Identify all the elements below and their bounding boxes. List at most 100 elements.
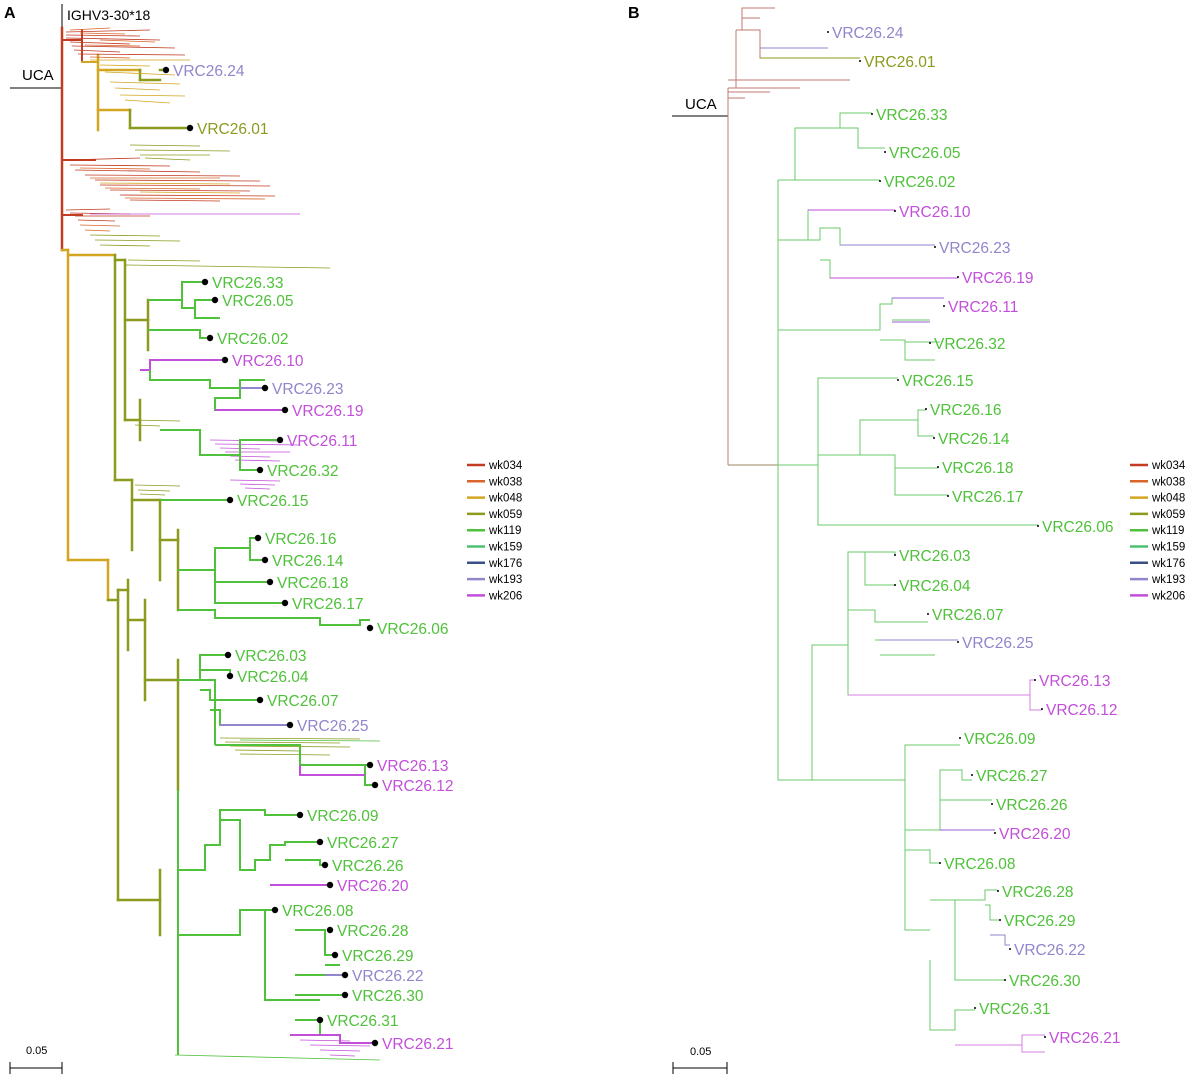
- leaf-label-b: VRC26.27: [976, 768, 1048, 785]
- leaf-label-b: VRC26.20: [999, 826, 1071, 843]
- leaf-label-a: VRC26.07: [267, 693, 339, 710]
- panel-b-letter: B: [628, 5, 640, 22]
- leaf-label-a: VRC26.17: [292, 596, 364, 613]
- leaf-label-b: VRC26.31: [979, 1001, 1051, 1018]
- tree-a-clades: [140, 281, 375, 1055]
- leaf-label-a: VRC26.06: [377, 621, 449, 638]
- leaf-label-a: VRC26.22: [352, 968, 424, 985]
- leaf-tip-b: [1034, 679, 1036, 681]
- leaf-tip-a: [226, 672, 234, 680]
- leaf-label-b: VRC26.30: [1009, 973, 1081, 990]
- germline-label: IGHV3-30*18: [67, 7, 150, 23]
- leaf-label-a: VRC26.16: [265, 531, 337, 548]
- legend-label-b: wk048: [1151, 493, 1185, 505]
- legend-label-b: wk176: [1151, 558, 1185, 570]
- leaf-label-b: VRC26.18: [942, 460, 1014, 477]
- leaf-label-b: VRC26.01: [864, 54, 936, 71]
- leaf-tip-b: [947, 495, 949, 497]
- leaf-tip-b: [939, 862, 941, 864]
- leaf-tip-b: [991, 803, 993, 805]
- legend-label-a: wk119: [488, 525, 521, 537]
- leaf-label-b: VRC26.06: [1042, 519, 1114, 536]
- legend-label-a: wk059: [488, 509, 522, 521]
- leaf-label-b: VRC26.19: [962, 270, 1034, 287]
- leaf-label-b: VRC26.10: [899, 204, 971, 221]
- leaf-label-a: VRC26.29: [342, 948, 414, 965]
- leaf-label-a: VRC26.24: [173, 63, 245, 80]
- leaf-tip-a: [221, 356, 229, 364]
- leaf-tip-b: [971, 774, 973, 776]
- scale-label-a: 0.05: [26, 1045, 47, 1057]
- leaf-label-b: VRC26.03: [899, 548, 971, 565]
- leaf-label-a: VRC26.14: [272, 553, 344, 570]
- leaf-label-b: VRC26.17: [952, 489, 1024, 506]
- leaf-tip-b: [927, 613, 929, 615]
- leaf-tip-b: [871, 113, 873, 115]
- legend-label-a: wk206: [488, 590, 522, 602]
- leaf-label-a: VRC26.25: [297, 718, 369, 735]
- leaf-tip-a: [226, 496, 234, 504]
- leaf-tip-a: [206, 334, 214, 342]
- legend-b: wk034 wk038 wk048 wk059 wk119 wk159 wk176 wk193…: [1130, 460, 1186, 602]
- leaf-tip-a: [256, 696, 264, 704]
- leaf-tip-a: [281, 599, 289, 607]
- leaf-tip-b: [1009, 948, 1011, 950]
- leaf-label-a: VRC26.18: [277, 575, 349, 592]
- leaf-label-b: VRC26.02: [884, 174, 956, 191]
- leaf-tip-a: [254, 534, 262, 542]
- leaf-tip-b: [957, 276, 959, 278]
- leaf-label-a: VRC26.13: [377, 758, 449, 775]
- legend-label-b: wk193: [1151, 574, 1185, 586]
- leaf-tip-a: [286, 721, 294, 729]
- leaf-tip-a: [326, 926, 334, 934]
- leaf-tip-a: [366, 624, 374, 632]
- leaf-tip-a: [316, 1016, 324, 1024]
- leaf-tip-a: [341, 991, 349, 999]
- leaf-tip-a: [162, 66, 170, 74]
- leaf-label-a: VRC26.10: [232, 353, 304, 370]
- leaf-label-b: VRC26.12: [1046, 702, 1118, 719]
- leaf-tip-b: [929, 342, 931, 344]
- leaf-tip-a: [211, 296, 219, 304]
- leaf-tip-a: [281, 406, 289, 414]
- leaf-tip-a: [296, 811, 304, 819]
- legend-label-b: wk206: [1151, 590, 1185, 602]
- tree-a-bushes: [65, 27, 381, 1061]
- leaf-tip-a: [201, 278, 209, 286]
- leaf-label-a: VRC26.21: [382, 1036, 454, 1053]
- scale-bar-a: 0.05: [9, 1045, 63, 1074]
- legend-label-a: wk193: [488, 574, 522, 586]
- tree-b-leaves: VRC26.24 VRC26.01 VRC26.33 VRC26.05 VRC26.02…: [827, 25, 1121, 1047]
- leaf-tip-a: [316, 838, 324, 846]
- leaf-label-a: VRC26.27: [327, 835, 399, 852]
- scale-bar-b: 0.05: [672, 1046, 728, 1074]
- legend-a: wk034 wk038 wk048 wk059 wk119 wk159 wk176 wk193…: [467, 460, 523, 602]
- leaf-tip-b: [879, 180, 881, 182]
- legend-label-a: wk159: [488, 542, 522, 554]
- leaf-label-b: VRC26.08: [944, 856, 1016, 873]
- leaf-tip-a: [186, 124, 194, 132]
- leaf-tip-b: [827, 31, 829, 33]
- legend-label-a: wk176: [488, 558, 522, 570]
- leaf-label-b: VRC26.23: [939, 240, 1011, 257]
- leaf-label-b: VRC26.25: [962, 635, 1034, 652]
- leaf-label-a: VRC26.04: [237, 669, 309, 686]
- leaf-tip-b: [943, 305, 945, 307]
- leaf-tip-a: [276, 436, 284, 444]
- legend-label-b: wk119: [1151, 525, 1184, 537]
- leaf-tip-b: [999, 919, 1001, 921]
- leaf-label-a: VRC26.30: [352, 988, 424, 1005]
- leaf-label-b: VRC26.07: [932, 607, 1004, 624]
- leaf-label-a: VRC26.02: [217, 331, 289, 348]
- leaf-tip-b: [894, 554, 896, 556]
- leaf-tip-b: [1041, 708, 1043, 710]
- leaf-label-a: VRC26.15: [237, 493, 309, 510]
- leaf-tip-b: [994, 832, 996, 834]
- leaf-tip-b: [937, 466, 939, 468]
- leaf-label-b: VRC26.21: [1049, 1030, 1121, 1047]
- leaf-label-a: VRC26.28: [337, 923, 409, 940]
- leaf-label-a: VRC26.09: [307, 808, 379, 825]
- leaf-label-b: VRC26.05: [889, 145, 961, 162]
- uca-label-b: UCA: [685, 96, 717, 113]
